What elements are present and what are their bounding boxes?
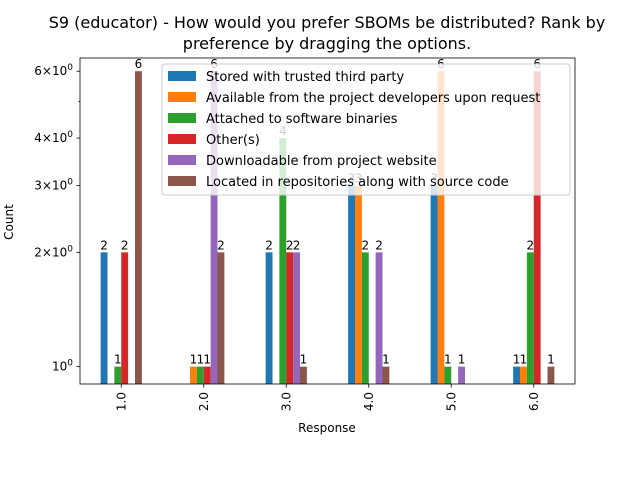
bar (279, 138, 287, 384)
bar (203, 366, 211, 384)
chart-title-line: preference by dragging the options. (183, 34, 471, 53)
y-tick-label: 4×100 (34, 130, 73, 145)
legend-entry-label: Located in repositories along with sourc… (206, 175, 509, 190)
bar-value-label: 2 (100, 238, 108, 252)
bar-value-label: 1 (196, 353, 204, 367)
bar-value-label: 1 (547, 353, 555, 367)
bar (190, 366, 197, 384)
plot-frame (79, 57, 576, 385)
bar (444, 366, 452, 384)
bar-value-label: 2 (526, 238, 534, 252)
legend-entry-label: Downloadable from project website (206, 154, 437, 169)
legend-entry-label: Other(s) (206, 133, 260, 148)
bar-value-label: 1 (444, 353, 452, 367)
bar-value-label: 1 (382, 353, 390, 367)
bar (286, 252, 294, 384)
bar (520, 366, 527, 384)
bar (217, 252, 225, 384)
legend-swatch (168, 92, 196, 102)
x-tick-label: 4.0 (362, 392, 376, 411)
chart-title: S9 (educator) - How would you prefer SBO… (49, 13, 606, 53)
bar (430, 185, 438, 384)
bar (513, 366, 521, 384)
bar-value-label: 2 (286, 238, 294, 252)
legend-entry-label: Stored with trusted third party (206, 70, 404, 85)
bar (375, 252, 383, 384)
x-tick-label: 1.0 (114, 392, 128, 411)
axes-layer: 1.0 2.0 3.0 4.0 5.0 6.0 100 2×100 3×100 4×100 6×10… (34, 57, 576, 411)
legend-entry-label: Attached to software binaries (206, 112, 398, 127)
bar-value-label: 2 (121, 238, 129, 252)
bar-value-label: 1 (513, 353, 521, 367)
bar (100, 252, 108, 384)
x-tick-label: 3.0 (279, 392, 293, 411)
legend-entry-label: Available from the project developers up… (206, 91, 540, 106)
bar-value-label: 1 (520, 353, 528, 367)
x-tick-label: 2.0 (197, 392, 211, 411)
bar (458, 366, 466, 384)
bar-value-label: 2 (361, 238, 369, 252)
legend-swatch (168, 71, 196, 81)
bar (361, 252, 369, 384)
chart-title-line: S9 (educator) - How would you prefer SBO… (49, 13, 606, 32)
legend-swatch (168, 155, 196, 165)
bar (114, 366, 122, 384)
bar-value-label: 2 (293, 238, 301, 252)
bar (300, 366, 307, 384)
bar (265, 252, 273, 384)
y-tick-label: 3×100 (34, 177, 73, 192)
bar-value-label: 1 (190, 353, 198, 367)
bar-value-label: 6 (135, 57, 143, 71)
bar-value-label: 2 (217, 238, 225, 252)
x-tick-label: 5.0 (444, 392, 458, 411)
legend-swatch (168, 176, 196, 186)
bar (437, 71, 445, 384)
x-axis-label: Response (298, 421, 356, 435)
y-tick-label: 2×100 (34, 244, 73, 259)
bar (121, 252, 129, 384)
bar (293, 252, 301, 384)
bar-value-label: 1 (458, 353, 466, 367)
legend-swatch (168, 113, 196, 123)
legend-swatch (168, 134, 196, 144)
bar-value-label: 1 (114, 353, 122, 367)
bar (355, 185, 362, 384)
bar (526, 252, 534, 384)
bar-value-label: 2 (265, 238, 273, 252)
bar-value-label: 1 (203, 353, 211, 367)
legend: Stored with trusted third party Available… (161, 63, 571, 196)
y-axis-label: Count (2, 204, 16, 240)
bars-layer (100, 71, 555, 384)
bar (210, 71, 218, 384)
bar (348, 185, 356, 384)
bar (196, 366, 204, 384)
bar (382, 366, 390, 384)
bar (547, 366, 555, 384)
x-tick-label: 6.0 (527, 392, 541, 411)
legend-box (161, 63, 571, 196)
bar (533, 71, 541, 384)
bar-value-label: 2 (375, 238, 383, 252)
bar (135, 71, 142, 384)
y-tick-label: 6×100 (34, 63, 73, 78)
bar-value-label: 1 (300, 353, 308, 367)
y-tick-label: 100 (52, 359, 73, 374)
